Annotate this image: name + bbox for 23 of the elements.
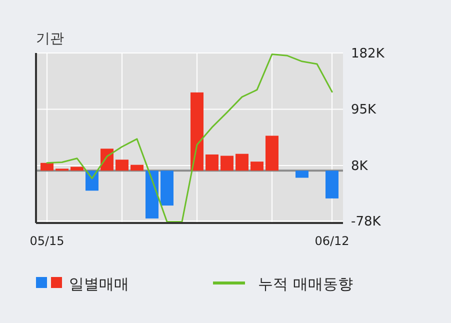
bar bbox=[236, 154, 248, 171]
bar bbox=[266, 136, 278, 171]
bar bbox=[296, 170, 308, 178]
bar bbox=[250, 162, 264, 171]
chart-title: 기관 bbox=[36, 31, 64, 47]
bar bbox=[160, 170, 174, 206]
bar bbox=[130, 164, 144, 171]
y-tick-label: 95K bbox=[351, 102, 377, 118]
bar bbox=[326, 170, 338, 198]
bar bbox=[220, 156, 234, 171]
bar bbox=[190, 92, 204, 171]
x-tick-label: 06/12 bbox=[314, 234, 350, 248]
legend-label: 일별매매 bbox=[69, 275, 129, 293]
bar bbox=[116, 160, 128, 171]
legend-label: 누적 매매동향 bbox=[258, 275, 353, 293]
x-tick-label: 05/15 bbox=[30, 234, 64, 248]
bar bbox=[40, 162, 54, 171]
bar bbox=[206, 154, 218, 171]
line-series bbox=[46, 54, 333, 222]
bar bbox=[146, 170, 158, 218]
y-tick-label: -78K bbox=[351, 214, 382, 230]
y-tick-label: 8K bbox=[351, 158, 368, 174]
y-tick-label: 182K bbox=[351, 46, 385, 62]
